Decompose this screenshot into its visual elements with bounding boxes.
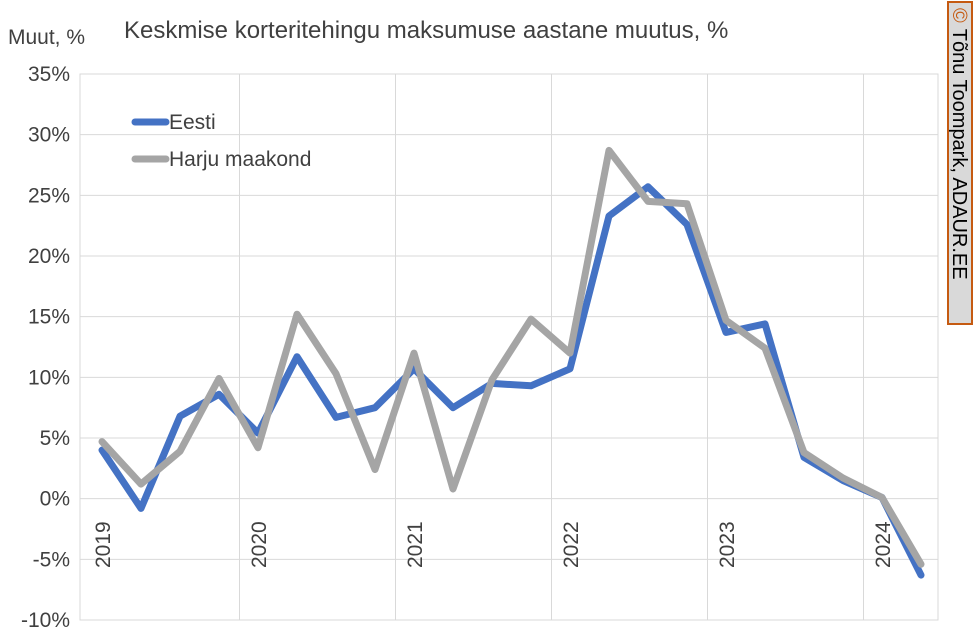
y-tick-label: 30% [28,124,70,147]
x-tick-label: 2019 [92,521,115,568]
x-tick-label: 2023 [716,521,739,568]
x-tick-label: 2021 [404,521,427,568]
x-tick-label: 2022 [560,521,583,568]
y-tick-label: 20% [28,245,70,268]
series-line-eesti [98,183,925,579]
legend: Eesti Harju maakond [131,111,311,171]
credit-badge: © Tõnu Toompark, ADAUR.EE [947,1,973,325]
chart-title: Keskmise korteritehingu maksumuse aastan… [124,17,728,44]
grid-layer [79,73,939,621]
y-tick-label: 10% [28,366,70,389]
legend-label-eesti: Eesti [169,111,216,134]
credit-text: © Tõnu Toompark, ADAUR.EE [948,8,970,280]
y-tick-label: 35% [28,63,70,86]
credit-frame [947,1,973,325]
y-tick-label: 5% [40,427,70,450]
x-tick-label: 2020 [248,521,271,568]
y-tick-label: -10% [21,609,70,632]
x-tick-label: 2024 [872,521,895,568]
legend-label-harju: Harju maakond [169,148,311,171]
y-tick-label: 15% [28,306,70,329]
y-tick-label: -5% [33,548,70,571]
series-layer [98,146,925,579]
y-axis-label: Muut, % [8,26,85,49]
y-tick-label: 25% [28,184,70,207]
copyright-icon: © [948,8,970,23]
axis-layer: 35% 30% 25% 20% 15% 10% 5% 0% -5% -10% 2019 2020 202… [21,63,895,632]
y-tick-label: 0% [40,488,70,511]
series-line-harju [98,146,925,568]
credit-author: Tõnu Toompark, ADAUR.EE [948,29,970,280]
